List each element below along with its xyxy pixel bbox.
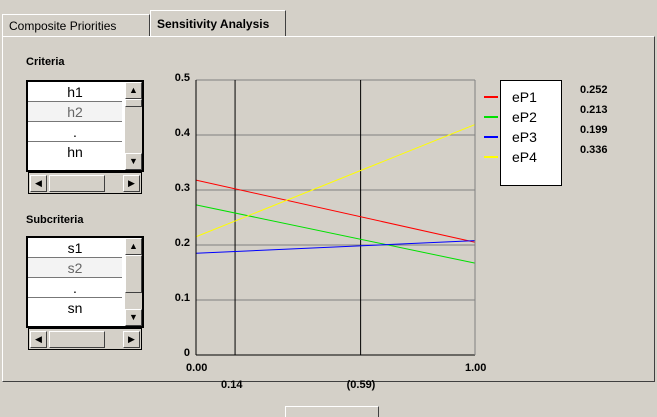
y-tick-label: 0.4 bbox=[174, 127, 190, 139]
y-tick-label: 0.1 bbox=[174, 292, 190, 304]
legend-swatch-eP2 bbox=[484, 116, 498, 118]
grid-layer bbox=[196, 79, 475, 355]
legend-label-eP4: eP4 bbox=[512, 149, 537, 165]
legend-label-eP1: eP1 bbox=[512, 89, 537, 105]
subcriteria-scroll-down-icon[interactable]: ▼ bbox=[125, 309, 142, 326]
y-tick-label: 0.3 bbox=[174, 182, 190, 194]
criteria-vscrollbar[interactable]: ▲ ▼ bbox=[125, 82, 142, 170]
legend-value-eP4: 0.336 bbox=[580, 144, 608, 156]
criteria-item-h2[interactable]: h2 bbox=[28, 102, 122, 122]
legend-swatch-eP4 bbox=[484, 156, 498, 158]
criteria-scroll-down-icon[interactable]: ▼ bbox=[125, 153, 142, 170]
marker-layer[interactable] bbox=[234, 80, 362, 355]
tab-sensitivity-analysis[interactable]: Sensitivity Analysis bbox=[150, 10, 286, 38]
subcriteria-hscroll-thumb[interactable] bbox=[49, 331, 105, 348]
subcriteria-scroll-right-icon[interactable]: ▶ bbox=[123, 331, 140, 348]
legend-value-eP2: 0.213 bbox=[580, 104, 608, 116]
subcriteria-item-s1[interactable]: s1 bbox=[28, 238, 122, 258]
criteria-scroll-up-icon[interactable]: ▲ bbox=[125, 82, 142, 99]
subcriteria-label: Subcriteria bbox=[26, 214, 84, 226]
marker-label-1: (0.59) bbox=[346, 379, 376, 391]
plot-area bbox=[196, 80, 475, 355]
marker-label-0: 0.14 bbox=[221, 379, 243, 391]
bottom-button[interactable] bbox=[285, 406, 379, 417]
subcriteria-scroll-left-icon[interactable]: ◀ bbox=[30, 331, 47, 348]
y-tick-label: 0 bbox=[183, 347, 190, 359]
legend-swatch-eP1 bbox=[484, 96, 498, 98]
legend-box bbox=[500, 80, 562, 186]
legend-swatch-eP3 bbox=[484, 136, 498, 138]
criteria-scroll-right-icon[interactable]: ▶ bbox=[123, 175, 140, 192]
subcriteria-vscroll-thumb[interactable] bbox=[125, 255, 142, 293]
criteria-list[interactable]: h1 h2 . hn ▲ ▼ bbox=[26, 80, 144, 172]
legend-value-eP1: 0.252 bbox=[580, 84, 608, 96]
y-tick-label: 0.2 bbox=[174, 237, 190, 249]
tab-bar: Composite Priorities Sensitivity Analysi… bbox=[0, 0, 657, 38]
series-layer bbox=[195, 124, 476, 264]
subcriteria-list[interactable]: s1 s2 . sn ▲ ▼ bbox=[26, 236, 144, 328]
y-tick-label: 0.5 bbox=[174, 72, 190, 84]
series-line-eP1 bbox=[195, 179, 476, 243]
tab-composite-priorities[interactable]: Composite Priorities bbox=[2, 14, 150, 36]
criteria-item-hn[interactable]: hn bbox=[67, 144, 83, 160]
criteria-label: Criteria bbox=[26, 56, 65, 68]
criteria-vscroll-thumb[interactable] bbox=[125, 99, 142, 107]
subcriteria-scroll-up-icon[interactable]: ▲ bbox=[125, 238, 142, 255]
subcriteria-vscrollbar[interactable]: ▲ ▼ bbox=[125, 238, 142, 326]
legend-label-eP3: eP3 bbox=[512, 129, 537, 145]
subcriteria-item-s2[interactable]: s2 bbox=[28, 258, 122, 278]
subcriteria-hscrollbar[interactable]: ◀ ▶ bbox=[28, 328, 142, 350]
subcriteria-item-ellipsis[interactable]: . bbox=[28, 278, 122, 298]
x-tick-label: 1.00 bbox=[465, 362, 487, 374]
series-line-eP3 bbox=[195, 240, 476, 254]
criteria-item-h1[interactable]: h1 bbox=[28, 82, 122, 102]
criteria-item-ellipsis[interactable]: . bbox=[28, 122, 122, 142]
criteria-scroll-left-icon[interactable]: ◀ bbox=[30, 175, 47, 192]
subcriteria-item-sn[interactable]: sn bbox=[67, 300, 83, 316]
criteria-hscrollbar[interactable]: ◀ ▶ bbox=[28, 172, 142, 194]
x-tick-label: 0.00 bbox=[186, 362, 208, 374]
legend-value-eP3: 0.199 bbox=[580, 124, 608, 136]
series-line-eP2 bbox=[195, 204, 476, 264]
criteria-hscroll-thumb[interactable] bbox=[49, 175, 105, 192]
axis-layer bbox=[195, 80, 476, 356]
series-line-eP4 bbox=[195, 124, 476, 238]
legend-label-eP2: eP2 bbox=[512, 109, 537, 125]
